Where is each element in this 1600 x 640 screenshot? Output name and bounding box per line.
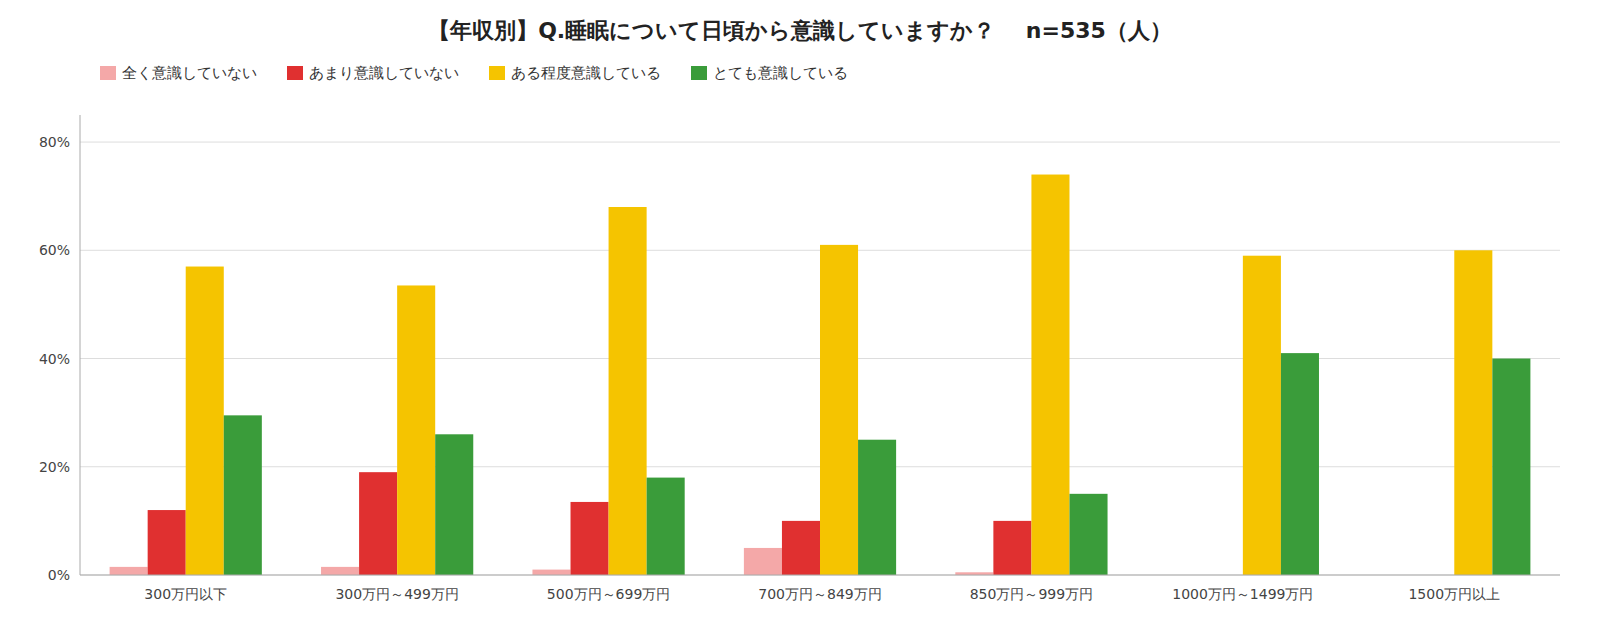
bar xyxy=(782,521,820,575)
title: 【年収別】Q.睡眠について日頃から意識していますか？ n=535（人） xyxy=(428,18,1172,43)
legend-label: とても意識している xyxy=(713,64,848,82)
bar xyxy=(321,567,359,575)
grid-line xyxy=(80,142,1560,143)
x-tick-label: 850万円～999万円 xyxy=(970,586,1093,602)
y-tick-label: 40% xyxy=(39,351,70,367)
bar xyxy=(110,567,148,575)
legend-swatch xyxy=(287,66,303,80)
legend-swatch xyxy=(691,66,707,80)
x-tick-label: 300万円～499万円 xyxy=(335,586,458,602)
legend-swatch xyxy=(100,66,116,80)
bar xyxy=(609,207,647,575)
bar xyxy=(224,415,262,575)
bar xyxy=(1281,353,1319,575)
bar xyxy=(1069,494,1107,575)
chart: 【年収別】Q.睡眠について日頃から意識していますか？ n=535（人） 0% 20%… xyxy=(0,0,1600,640)
bars xyxy=(110,175,1531,575)
x-tick-label: 1000万円～1499万円 xyxy=(1172,586,1313,602)
y-tick-label: 80% xyxy=(39,134,70,150)
bar xyxy=(359,472,397,575)
legend-label: あまり意識していない xyxy=(309,64,459,82)
legend-swatch xyxy=(489,66,505,80)
x-axis: 300万円以下 300万円～499万円 500万円～699万円 700万円～849万円… xyxy=(144,586,1500,602)
x-axis-line xyxy=(80,575,1560,576)
bar xyxy=(993,521,1031,575)
legend-label: 全く意識していない xyxy=(122,64,257,82)
y-axis-line xyxy=(80,115,81,575)
bar xyxy=(1454,250,1492,575)
legend: 全く意識していない あまり意識していない ある程度意識している とても意識している xyxy=(100,64,848,82)
bar xyxy=(435,434,473,575)
bar xyxy=(820,245,858,575)
y-tick-label: 20% xyxy=(39,459,70,475)
bar xyxy=(186,267,224,575)
bar xyxy=(1031,175,1069,575)
bar xyxy=(148,510,186,575)
bar xyxy=(647,478,685,575)
bar xyxy=(1492,359,1530,575)
x-tick-label: 500万円～699万円 xyxy=(547,586,670,602)
y-axis: 0% 20% 40% 60% 80% xyxy=(39,134,1560,583)
bar xyxy=(397,285,435,575)
bar xyxy=(532,570,570,575)
x-tick-label: 1500万円以上 xyxy=(1408,586,1500,602)
bar xyxy=(744,548,782,575)
grid-line xyxy=(80,575,1560,576)
y-tick-label: 60% xyxy=(39,242,70,258)
bar xyxy=(858,440,896,575)
legend-label: ある程度意識している xyxy=(511,64,661,82)
y-tick-label: 0% xyxy=(48,567,70,583)
x-tick-label: 700万円～849万円 xyxy=(758,586,881,602)
bar xyxy=(571,502,609,575)
x-tick-label: 300万円以下 xyxy=(144,586,227,602)
bar xyxy=(1243,256,1281,575)
